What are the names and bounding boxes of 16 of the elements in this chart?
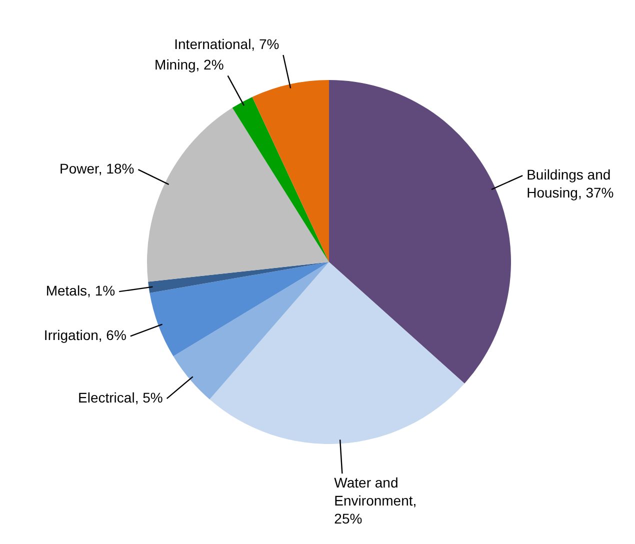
pie-slice [148, 262, 329, 293]
pie-slice [147, 108, 329, 282]
slice-label: International, 7% [174, 36, 280, 52]
pie-slice [232, 96, 329, 262]
pie-slice [329, 80, 511, 384]
pie-slice [252, 80, 329, 262]
pie-slice [173, 262, 329, 400]
slice-label: Water and Environment, 25% [334, 474, 417, 527]
slice-label: Power, 18% [59, 160, 134, 177]
pie-slice [150, 262, 329, 356]
slice-label: Metals, 1% [46, 282, 116, 299]
slice-label: Electrical, 5% [78, 390, 163, 406]
slice-label: Mining, 2% [154, 56, 224, 73]
slice-label: Buildings and Housing, 37% [526, 166, 614, 201]
slice-label: Irrigation, 6% [44, 327, 126, 344]
pie-slice [210, 262, 465, 444]
